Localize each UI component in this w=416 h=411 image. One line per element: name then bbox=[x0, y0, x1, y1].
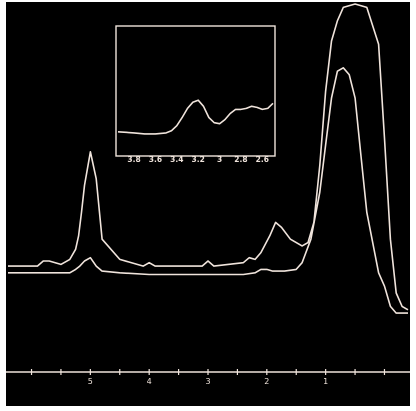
inset-tick-label: 3.2 bbox=[192, 155, 205, 164]
inset-spectrum-trace bbox=[117, 99, 274, 135]
inset-tick-label: 3.6 bbox=[149, 155, 162, 164]
spectrum-trace-upper bbox=[8, 3, 409, 311]
inset-tick-label: 3.8 bbox=[127, 155, 140, 164]
x-tick-label: 4 bbox=[147, 377, 152, 386]
inset-tick-label: 2.6 bbox=[256, 155, 269, 164]
x-tick-label: 5 bbox=[88, 377, 93, 386]
inset-tick-label: 3 bbox=[217, 155, 222, 164]
x-tick-label: 2 bbox=[264, 377, 269, 386]
x-tick-label: 1 bbox=[323, 377, 328, 386]
x-tick-label: 3 bbox=[205, 377, 210, 386]
inset-traces bbox=[117, 99, 274, 135]
main-traces bbox=[8, 3, 409, 314]
x-axis: 5 4 3 2 1 bbox=[6, 369, 410, 386]
inset-tick-label: 3.4 bbox=[170, 155, 183, 164]
inset-x-axis: 3.8 3.6 3.4 3.2 3 2.8 2.6 bbox=[127, 155, 269, 164]
inset-tick-label: 2.8 bbox=[234, 155, 247, 164]
inset-frame bbox=[115, 25, 276, 157]
spectrum-trace-lower bbox=[8, 67, 408, 314]
